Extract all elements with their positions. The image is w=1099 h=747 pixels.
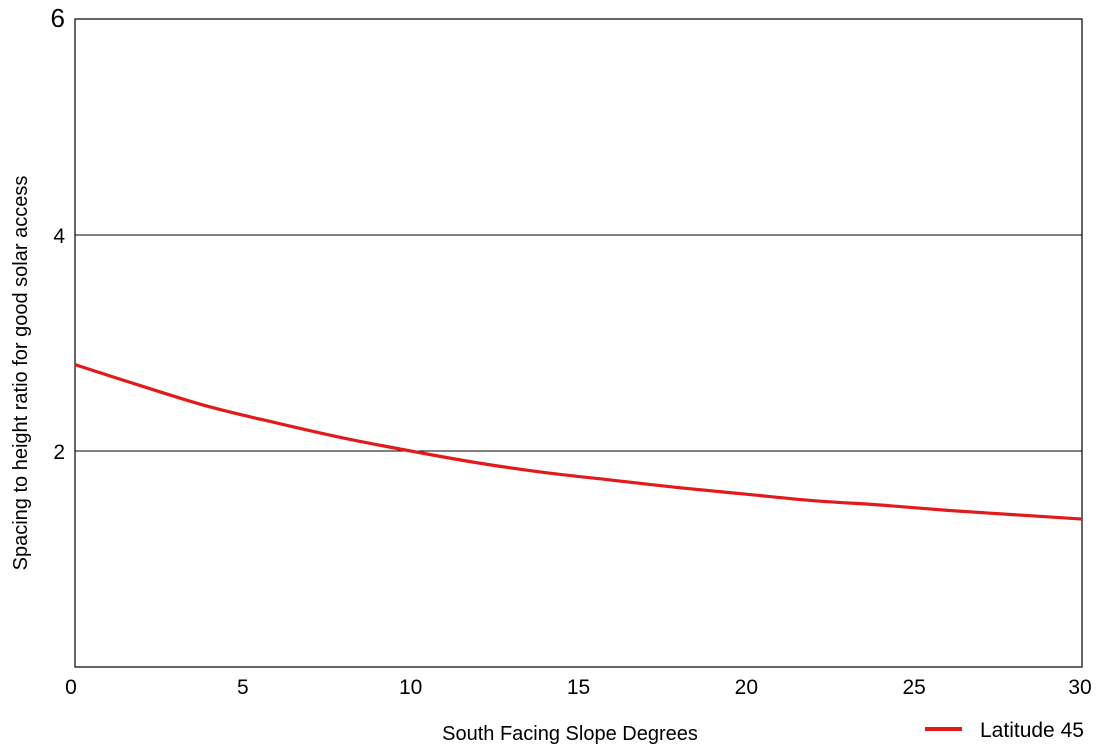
x-tick-label-15: 15 — [567, 676, 590, 699]
x-tick-label-20: 20 — [735, 676, 758, 699]
y-tick-label-2: 2 — [53, 441, 65, 464]
x-tick-label-30: 30 — [1068, 676, 1091, 699]
plot-frame — [74, 18, 1083, 668]
gridlines — [75, 234, 1082, 452]
y-axis-ticks: 2 4 6 — [51, 3, 66, 464]
x-tick-label-5: 5 — [237, 676, 249, 699]
y-tick-label-6: 6 — [51, 3, 65, 33]
x-tick-label-25: 25 — [902, 676, 925, 699]
x-tick-label-0: 0 — [65, 676, 77, 699]
series-line-latitude-45 — [74, 363, 1083, 521]
series-layer — [74, 363, 1083, 521]
legend: Latitude 45 — [925, 719, 1084, 742]
x-axis-ticks: 0 5 10 15 20 25 30 — [65, 676, 1092, 699]
legend-label: Latitude 45 — [980, 719, 1084, 742]
y-tick-label-4: 4 — [53, 225, 65, 248]
x-tick-label-10: 10 — [399, 676, 422, 699]
y-axis-title: Spacing to height ratio for good solar a… — [10, 176, 32, 571]
x-axis-title: South Facing Slope Degrees — [442, 723, 698, 745]
